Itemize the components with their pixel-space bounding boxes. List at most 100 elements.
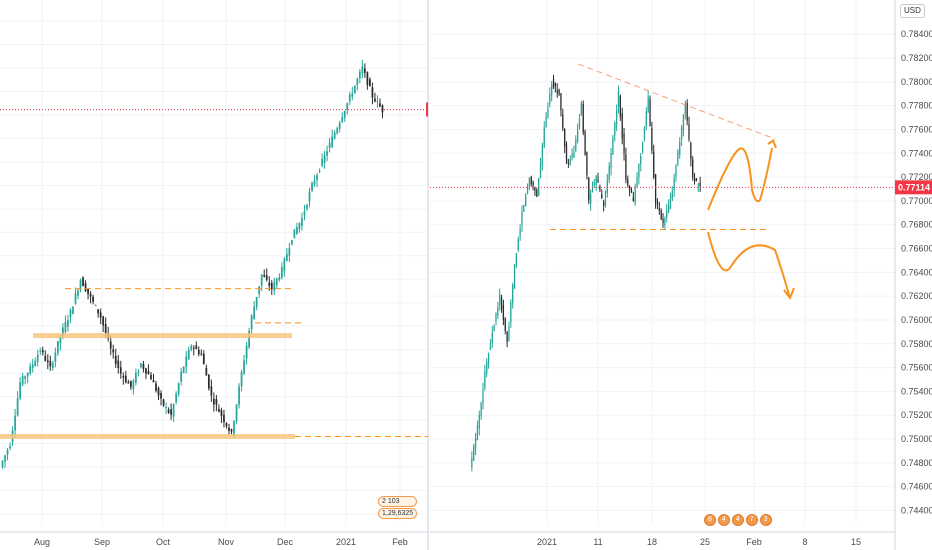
- left-candle-body: [41, 350, 44, 353]
- left-candle-body: [230, 429, 233, 432]
- right-time-label-1: 11: [593, 537, 602, 547]
- right-candle-body: [601, 194, 603, 198]
- right-candle-body: [645, 111, 647, 127]
- left-candlestick-chart[interactable]: 0.790000.785000.780000.775000.770000.765…: [0, 0, 428, 550]
- right-bearish-arrowhead: [783, 287, 795, 301]
- right-candle-body: [632, 197, 634, 201]
- left-candle-body: [260, 274, 263, 286]
- left-candle-body: [87, 288, 89, 294]
- right-candle-body: [686, 102, 688, 121]
- left-candle-body: [200, 353, 203, 355]
- right-candle-body: [664, 218, 666, 226]
- right-event-badge-3[interactable]: 4: [731, 514, 744, 526]
- left-candle-body: [348, 94, 351, 102]
- right-candle-body: [658, 208, 660, 211]
- right-bullish-projection[interactable]: [707, 147, 773, 211]
- right-candle-body: [606, 179, 608, 193]
- left-candle-body: [147, 371, 150, 374]
- left-chart-pane[interactable]: 0.790000.785000.780000.775000.770000.765…: [0, 0, 429, 550]
- right-candle-body: [515, 253, 518, 266]
- right-candle-body: [506, 331, 508, 342]
- right-price-tick-8: 0.76800: [901, 220, 932, 230]
- right-candle-body: [679, 141, 681, 155]
- right-candle-body: [690, 143, 692, 160]
- right-price-tick-0: 0.78400: [901, 29, 932, 39]
- right-candle-body: [525, 194, 527, 206]
- right-candle-body: [556, 90, 558, 93]
- right-time-label-5: 8: [802, 537, 807, 547]
- right-candle-body: [656, 202, 659, 205]
- right-candle-body: [482, 389, 484, 403]
- left-candle-body: [34, 360, 37, 366]
- left-candle-body: [92, 296, 94, 302]
- left-event-badge-2[interactable]: 1,29,6325: [378, 508, 418, 519]
- right-current-price-tag: [895, 180, 932, 195]
- right-event-badge-1[interactable]: 8: [704, 514, 716, 526]
- right-trendline[interactable]: [577, 63, 776, 140]
- left-candle-body: [127, 381, 130, 384]
- right-candlestick-chart[interactable]: 0.78400 0.78200 0.78000 0.77800 0.77600 0.774…: [430, 0, 932, 550]
- right-candle-body: [615, 109, 618, 125]
- left-candle-body: [180, 371, 183, 382]
- right-currency-badge[interactable]: USD: [900, 4, 925, 18]
- right-candle-body: [500, 297, 503, 309]
- right-candle-body: [614, 122, 616, 136]
- left-candle-body: [46, 360, 49, 363]
- right-candle-body: [504, 318, 506, 331]
- right-candle-body: [604, 190, 607, 206]
- right-event-badge-5[interactable]: 3: [759, 514, 772, 526]
- left-candle-body: [124, 375, 127, 383]
- right-price-tick-1: 0.78200: [901, 53, 932, 63]
- left-candle-body: [29, 366, 32, 374]
- left-candle-body: [228, 427, 230, 431]
- left-candle-body: [374, 98, 376, 102]
- left-time-label-2: Oct: [156, 537, 171, 547]
- right-candle-body: [641, 142, 644, 153]
- right-candle-body: [517, 239, 519, 250]
- right-candle-body: [558, 89, 560, 95]
- right-candle-body: [519, 229, 521, 238]
- right-candle-body: [480, 402, 482, 417]
- right-candle-body: [491, 332, 493, 344]
- left-candle-body: [109, 341, 112, 349]
- left-time-label-3: Nov: [218, 537, 235, 547]
- right-bearish-projection[interactable]: [707, 231, 791, 299]
- left-candle-body: [192, 347, 195, 349]
- right-event-badges[interactable]: 8 4 4 7 3: [704, 514, 772, 526]
- left-candle-body: [162, 399, 165, 406]
- left-candle-body: [376, 101, 379, 103]
- right-candle-body: [487, 353, 490, 364]
- left-candle-body: [328, 142, 331, 149]
- right-candle-body: [471, 457, 473, 468]
- right-candle-body: [699, 182, 701, 186]
- left-time-label-0: Aug: [34, 537, 50, 547]
- right-event-badge-4[interactable]: 7: [745, 514, 758, 526]
- left-candle-body: [379, 103, 381, 107]
- right-candle-body: [640, 155, 642, 165]
- right-candle-body: [688, 124, 690, 140]
- right-candle-body: [695, 178, 698, 181]
- left-candle-body: [381, 105, 384, 113]
- left-candle-body: [21, 376, 24, 385]
- left-candle-body: [172, 404, 175, 417]
- right-event-badge-2[interactable]: 4: [717, 514, 730, 526]
- right-candle-body: [584, 131, 586, 156]
- left-candle-body: [145, 368, 147, 374]
- right-price-tick-16: 0.75200: [901, 410, 932, 420]
- right-candle-body: [532, 181, 534, 186]
- right-candle-body: [684, 105, 686, 115]
- right-current-price-text: 0.77114: [898, 182, 930, 192]
- right-time-label-3: 25: [700, 537, 710, 547]
- right-chart-pane[interactable]: 0.78400 0.78200 0.78000 0.77800 0.77600 0.774…: [430, 0, 932, 550]
- left-candle-body: [26, 372, 29, 377]
- right-candle-body: [595, 175, 597, 185]
- left-candle-body: [64, 322, 67, 332]
- left-candle-body: [39, 350, 42, 352]
- left-candle-body: [331, 136, 334, 148]
- left-event-badge-1[interactable]: 2 103: [378, 496, 418, 507]
- left-event-badges[interactable]: 2 103 1,29,6325: [378, 496, 418, 519]
- left-candle-body: [160, 393, 162, 399]
- left-current-price-tag: [426, 102, 428, 117]
- left-candle-body: [170, 409, 172, 415]
- right-candle-body: [627, 179, 629, 186]
